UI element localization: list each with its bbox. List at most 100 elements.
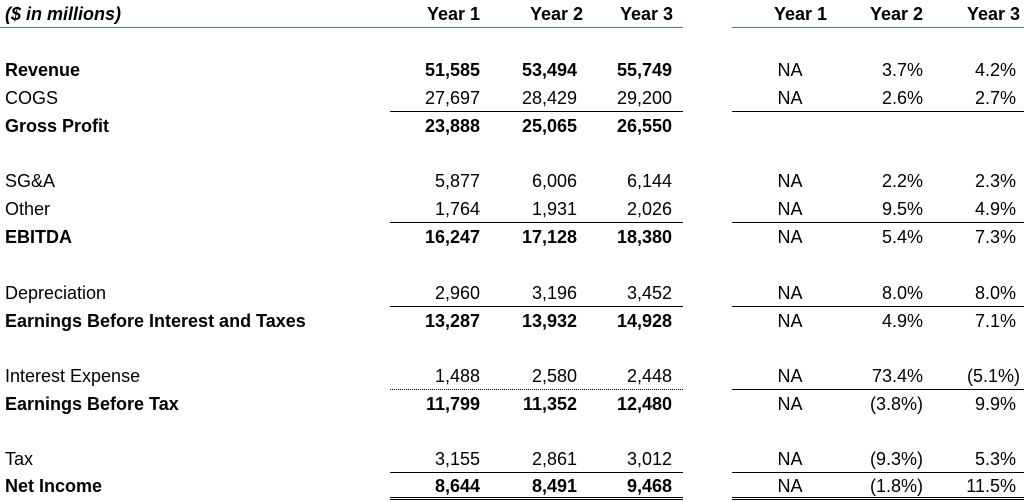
tax-growth-2: (9.3%) <box>869 449 923 469</box>
row-label-revenue: Revenue <box>5 60 81 80</box>
row-label-ebit: Earnings Before Interest and Taxes <box>5 311 306 331</box>
row-label-tax: Tax <box>5 449 34 469</box>
other-year-2: 1,931 <box>531 199 577 219</box>
rule-gross-profit-left <box>390 111 683 112</box>
depreciation-growth-1: NA <box>777 283 803 303</box>
ebit-growth-3: 7.1% <box>974 311 1016 331</box>
interest-expense-year-1: 1,488 <box>434 366 480 386</box>
units-label: ($ in millions) <box>5 4 122 24</box>
ebt-year-3: 12,480 <box>616 394 672 414</box>
row-label-gross-profit: Gross Profit <box>5 116 110 136</box>
interest-expense-year-3: 2,448 <box>626 366 672 386</box>
sga-growth-3: 2.3% <box>974 171 1016 191</box>
cogs-growth-3: 2.7% <box>974 88 1016 108</box>
ebit-year-1: 13,287 <box>424 311 480 331</box>
ebitda-growth-1: NA <box>777 227 803 247</box>
cogs-year-1: 27,697 <box>424 88 480 108</box>
interest-expense-growth-1: NA <box>777 366 803 386</box>
rule-ebitda-right <box>732 222 1024 223</box>
other-growth-3: 4.9% <box>974 199 1016 219</box>
rule-ebitda-left <box>390 222 683 223</box>
other-year-3: 2,026 <box>626 199 672 219</box>
header-rule-right <box>732 27 1024 28</box>
ebt-year-2: 11,352 <box>522 394 577 414</box>
ebit-year-2: 13,932 <box>521 311 577 331</box>
ebt-growth-2: (3.8%) <box>869 394 923 414</box>
gross-profit-year-1: 23,888 <box>424 116 480 136</box>
depreciation-year-1: 2,960 <box>434 283 480 303</box>
rule-bottom-double-left <box>390 497 683 500</box>
ebt-growth-1: NA <box>777 394 803 414</box>
other-growth-2: 9.5% <box>881 199 923 219</box>
cogs-year-2: 28,429 <box>521 88 577 108</box>
header-year-1: Year 1 <box>426 4 480 24</box>
growth-header-year-2: Year 2 <box>869 4 923 24</box>
rule-gross-profit-right <box>732 111 1024 112</box>
row-label-interest-expense: Interest Expense <box>5 366 141 386</box>
sga-growth-1: NA <box>777 171 803 191</box>
revenue-growth-2: 3.7% <box>881 60 923 80</box>
cogs-growth-1: NA <box>777 88 803 108</box>
other-growth-1: NA <box>777 199 803 219</box>
net-income-year-2: 8,491 <box>531 476 577 496</box>
ebit-growth-1: NA <box>777 311 803 331</box>
row-label-depreciation: Depreciation <box>5 283 107 303</box>
header-rule-left <box>0 27 683 28</box>
ebt-year-1: 11,799 <box>425 394 480 414</box>
header-year-2: Year 2 <box>529 4 583 24</box>
gross-profit-year-2: 25,065 <box>521 116 577 136</box>
revenue-year-1: 51,585 <box>424 60 480 80</box>
rule-net-income-left <box>390 472 683 473</box>
ebitda-growth-2: 5.4% <box>881 227 923 247</box>
tax-growth-1: NA <box>777 449 803 469</box>
ebit-growth-2: 4.9% <box>881 311 923 331</box>
row-label-cogs: COGS <box>5 88 59 108</box>
row-label-ebitda: EBITDA <box>5 227 72 247</box>
net-income-year-3: 9,468 <box>626 476 672 496</box>
interest-expense-year-2: 2,580 <box>531 366 577 386</box>
ebitda-year-2: 17,128 <box>521 227 577 247</box>
revenue-growth-3: 4.2% <box>974 60 1016 80</box>
rule-ebt-left <box>390 389 683 390</box>
header-year-3: Year 3 <box>619 4 673 24</box>
gross-profit-year-3: 26,550 <box>616 116 672 136</box>
sga-year-3: 6,144 <box>626 171 672 191</box>
row-label-net-income: Net Income <box>5 476 103 496</box>
depreciation-year-2: 3,196 <box>531 283 577 303</box>
net-income-growth-3: 11.5% <box>966 476 1016 496</box>
row-label-other: Other <box>5 199 51 219</box>
tax-year-2: 2,861 <box>531 449 577 469</box>
sga-year-1: 5,877 <box>434 171 480 191</box>
interest-expense-growth-3: (5.1%) <box>966 366 1020 386</box>
revenue-growth-1: NA <box>777 60 803 80</box>
sga-year-2: 6,006 <box>531 171 577 191</box>
revenue-year-3: 55,749 <box>616 60 672 80</box>
ebitda-year-1: 16,247 <box>424 227 480 247</box>
depreciation-year-3: 3,452 <box>626 283 672 303</box>
tax-year-1: 3,155 <box>434 449 480 469</box>
row-label-ebt: Earnings Before Tax <box>5 394 179 414</box>
row-label-sga: SG&A <box>5 171 56 191</box>
net-income-growth-1: NA <box>777 476 803 496</box>
sga-growth-2: 2.2% <box>881 171 923 191</box>
depreciation-growth-2: 8.0% <box>881 283 923 303</box>
cogs-year-3: 29,200 <box>616 88 672 108</box>
growth-header-year-1: Year 1 <box>773 4 827 24</box>
ebitda-year-3: 18,380 <box>616 227 672 247</box>
ebit-year-3: 14,928 <box>616 311 672 331</box>
ebitda-growth-3: 7.3% <box>974 227 1016 247</box>
rule-bottom-double-right <box>732 497 1024 500</box>
net-income-growth-2: (1.8%) <box>869 476 923 496</box>
growth-header-year-3: Year 3 <box>966 4 1020 24</box>
rule-ebt-right <box>732 389 1024 390</box>
tax-year-3: 3,012 <box>626 449 672 469</box>
rule-ebit-right <box>732 306 1024 307</box>
net-income-year-1: 8,644 <box>434 476 480 496</box>
rule-ebit-left <box>390 306 683 307</box>
rule-net-income-right <box>732 472 1024 473</box>
cogs-growth-2: 2.6% <box>881 88 923 108</box>
revenue-year-2: 53,494 <box>521 60 577 80</box>
other-year-1: 1,764 <box>434 199 480 219</box>
ebt-growth-3: 9.9% <box>974 394 1016 414</box>
tax-growth-3: 5.3% <box>974 449 1016 469</box>
